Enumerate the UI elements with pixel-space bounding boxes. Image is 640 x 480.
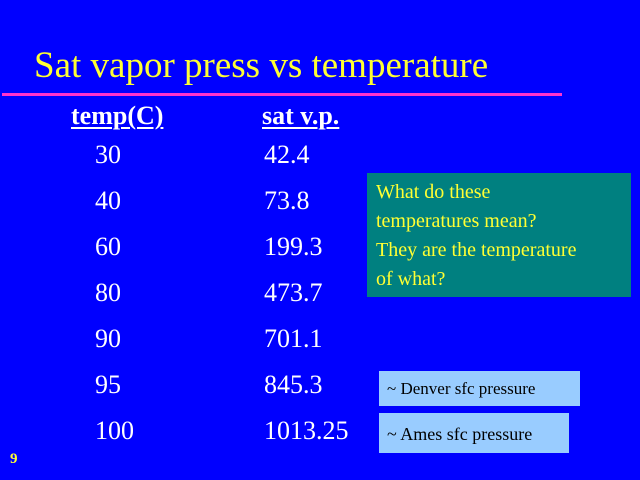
ames-pressure-label: ~ Ames sfc pressure (379, 413, 569, 453)
note-line: They are the temperature (376, 239, 577, 261)
sat-vp-cell: 199.3 (264, 232, 323, 261)
table-row: 95 845.3 (0, 372, 400, 418)
table-row: 80 473.7 (0, 280, 400, 326)
table-row: 30 42.4 (0, 142, 400, 188)
note-line: of what? (376, 268, 446, 290)
page-number: 9 (10, 451, 18, 467)
sat-vp-cell: 42.4 (264, 140, 310, 169)
temp-column-header: temp(C) (71, 101, 164, 130)
sat-vp-cell: 701.1 (264, 324, 323, 353)
temp-cell: 40 (95, 186, 121, 215)
table-row: 90 701.1 (0, 326, 400, 372)
slide-title: Sat vapor press vs temperature (34, 45, 489, 86)
temp-cell: 95 (95, 370, 121, 399)
temp-cell: 60 (95, 232, 121, 261)
temp-cell: 100 (95, 416, 134, 445)
table-row: 40 73.8 (0, 188, 400, 234)
note-line: temperatures mean? (376, 210, 537, 232)
sat-vp-column-header: sat v.p. (262, 101, 340, 130)
sat-vp-cell: 1013.25 (264, 416, 349, 445)
title-divider (2, 93, 562, 96)
sat-vp-cell: 73.8 (264, 186, 310, 215)
temp-cell: 90 (95, 324, 121, 353)
temp-cell: 30 (95, 140, 121, 169)
sat-vp-cell: 473.7 (264, 278, 323, 307)
temp-cell: 80 (95, 278, 121, 307)
note-line: What do these (376, 181, 491, 203)
question-note-box: What do these temperatures mean? They ar… (367, 173, 631, 297)
table-row: 60 199.3 (0, 234, 400, 280)
sat-vp-cell: 845.3 (264, 370, 323, 399)
denver-pressure-label: ~ Denver sfc pressure (379, 371, 580, 406)
table-row: 100 1013.25 (0, 418, 400, 464)
